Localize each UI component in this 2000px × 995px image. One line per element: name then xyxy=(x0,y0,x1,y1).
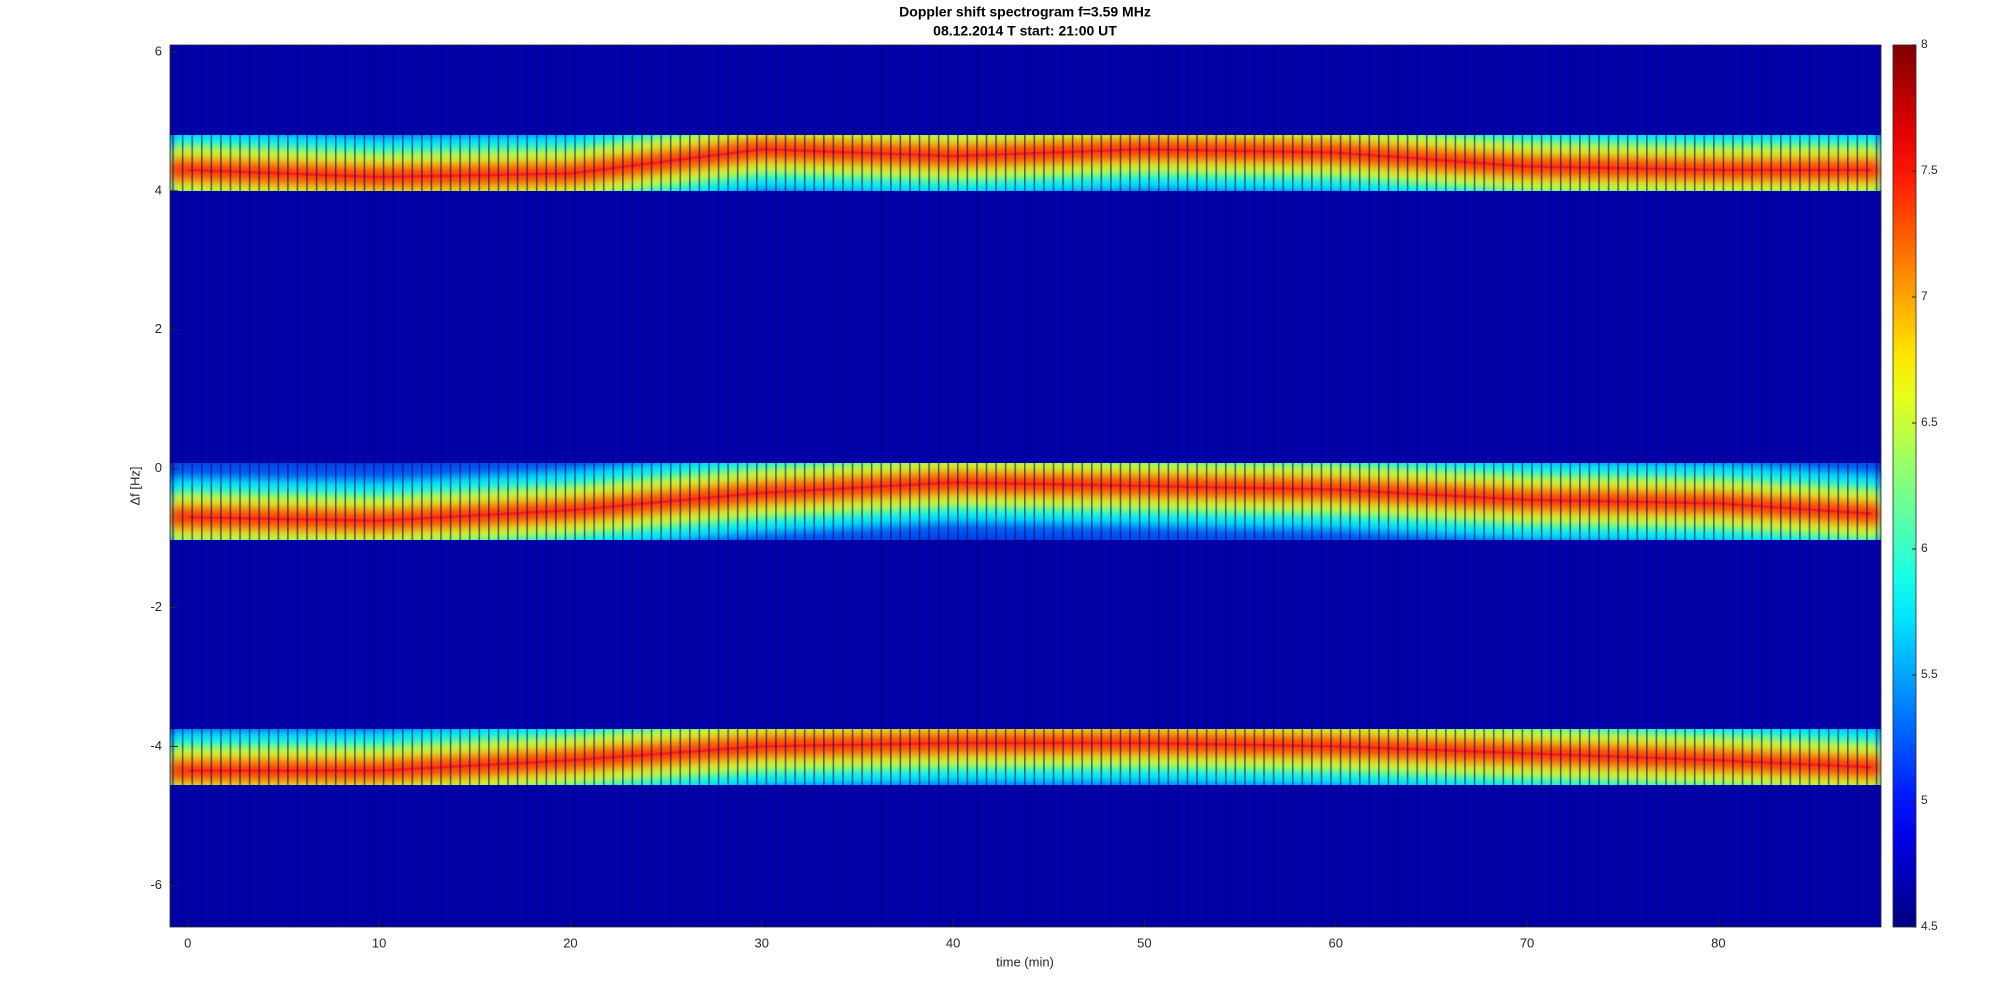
y-tick-label: 6 xyxy=(155,43,162,58)
colorbar xyxy=(1892,44,1917,928)
y-tick-label: -2 xyxy=(150,599,162,614)
colorbar-tick-label: 6 xyxy=(1921,541,1928,555)
x-tick-label: 20 xyxy=(563,935,577,950)
time-stripes xyxy=(170,45,1881,927)
colorbar-tick-label: 5 xyxy=(1921,793,1928,807)
x-tick-label: 40 xyxy=(946,935,960,950)
x-tick-label: 10 xyxy=(372,935,386,950)
colorbar-tick-label: 4.5 xyxy=(1921,919,1938,933)
x-tick-label: 30 xyxy=(755,935,769,950)
y-tick-label: -4 xyxy=(150,738,162,753)
axes: 0 10 20 30 40 50 60 70 80 -6 -4 -2 0 2 4 6 4.5 5 5.5 6 6.5 7 7… xyxy=(150,37,1938,950)
plot-frame xyxy=(169,44,1882,928)
colorbar-tick-label: 8 xyxy=(1921,37,1928,51)
x-tick-label: 70 xyxy=(1520,935,1534,950)
y-tick-label: 4 xyxy=(155,182,162,197)
plot-area xyxy=(170,45,1881,927)
x-tick-label: 60 xyxy=(1328,935,1342,950)
colorbar-tick-label: 6.5 xyxy=(1921,415,1938,429)
chart-subtitle: 08.12.2014 T start: 21:00 UT xyxy=(933,23,1117,39)
y-axis-label: Δf [Hz] xyxy=(127,466,142,505)
colorbar-tick-label: 7.5 xyxy=(1921,163,1938,177)
x-tick-label: 0 xyxy=(184,935,191,950)
x-axis-label: time (min) xyxy=(996,954,1054,969)
y-tick-label: 2 xyxy=(155,321,162,336)
y-tick-label: 0 xyxy=(155,460,162,475)
colorbar-tick-label: 7 xyxy=(1921,289,1928,303)
y-tick-label: -6 xyxy=(150,877,162,892)
chart-title: Doppler shift spectrogram f=3.59 MHz xyxy=(899,4,1151,20)
x-tick-label: 80 xyxy=(1711,935,1725,950)
x-tick-label: 50 xyxy=(1137,935,1151,950)
colorbar-tick-label: 5.5 xyxy=(1921,667,1938,681)
